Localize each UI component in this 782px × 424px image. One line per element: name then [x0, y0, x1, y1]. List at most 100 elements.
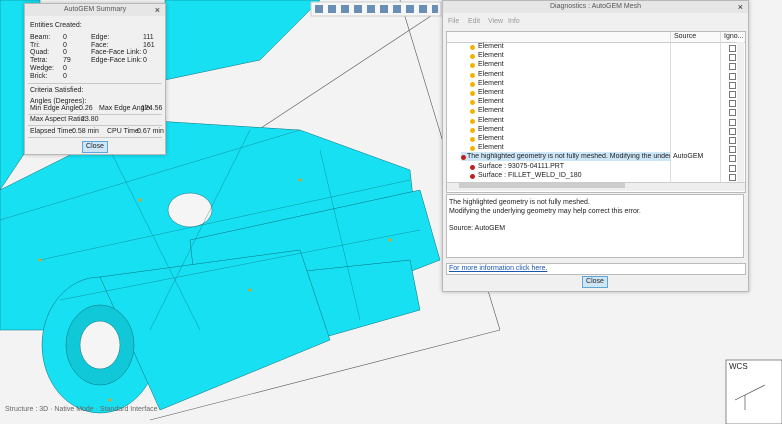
- entity-label: Edge:: [91, 34, 110, 41]
- menu-item[interactable]: File: [448, 18, 460, 25]
- element-row[interactable]: Element: [478, 43, 504, 50]
- entity-label: Quad:: [30, 49, 50, 57]
- ignore-checkbox[interactable]: [729, 146, 736, 154]
- summary-title: AutoGEM Summary: [25, 4, 165, 16]
- criteria-heading: Criteria Satisfied:: [30, 87, 84, 94]
- selected-row: [461, 152, 670, 162]
- min-edge-value: 0.26: [79, 105, 93, 112]
- more-info-link[interactable]: For more information click here.: [449, 265, 548, 272]
- entity-value: 161: [143, 41, 155, 49]
- diagnostics-dialog: Diagnostics : AutoGEM Mesh × Source Igno.…: [442, 0, 749, 292]
- element-icon: [470, 100, 475, 106]
- error-row[interactable]: The highlighted geometry is not fully me…: [467, 153, 670, 161]
- angles-heading: Angles (Degrees):: [30, 98, 87, 105]
- ignore-checkbox[interactable]: [729, 109, 736, 117]
- status-bar: Structure : 3D · Native Mode · Standard …: [5, 406, 158, 413]
- surface-row[interactable]: Surface : FILLET_WELD_ID_180: [478, 171, 582, 179]
- element-row[interactable]: Element: [478, 52, 504, 60]
- element-icon: [470, 54, 475, 60]
- element-icon: [470, 45, 475, 50]
- entity-label: Wedge:: [30, 64, 54, 72]
- diagnostics-table: Source Igno... Element Element Element Elemen…: [446, 31, 746, 193]
- element-row[interactable]: Element: [478, 144, 504, 152]
- elapsed-value: 0.58 min: [72, 128, 99, 135]
- menu-item[interactable]: Edit: [468, 18, 481, 25]
- element-icon: [470, 137, 475, 142]
- min-edge-label: Min Edge Angle:: [30, 105, 81, 112]
- ignore-checkbox[interactable]: [729, 45, 736, 52]
- ignore-checkbox[interactable]: [729, 164, 736, 172]
- cpu-value: 0.67 min: [137, 128, 164, 135]
- detail-line: The highlighted geometry is not fully me…: [449, 199, 590, 206]
- menu-item[interactable]: View: [488, 18, 504, 25]
- entity-value: 0: [143, 57, 147, 65]
- aspect-value: 23.80: [81, 116, 99, 123]
- entity-label: Tri:: [30, 41, 40, 49]
- element-icon: [470, 118, 475, 124]
- error-icon: [461, 155, 466, 161]
- entity-value: 0: [63, 49, 67, 57]
- entity-value: 0: [63, 41, 67, 49]
- error-source: AutoGEM: [673, 153, 704, 161]
- entity-value: 0: [143, 49, 147, 57]
- link-box: For more information click here.: [446, 263, 746, 275]
- details-pane: The highlighted geometry is not fully me…: [446, 194, 744, 258]
- summary-dialog: AutoGEM Summary × Entities Created: Crit…: [24, 3, 166, 155]
- entity-value: 0: [63, 72, 67, 80]
- cpu-label: CPU Time:: [107, 128, 141, 135]
- entity-label: Beam:: [30, 34, 51, 41]
- max-edge-label: Max Edge Angle:: [99, 105, 152, 112]
- entities-heading: Entities Created:: [30, 22, 82, 29]
- ignore-checkbox[interactable]: [729, 72, 736, 80]
- column-header: Igno...: [724, 33, 744, 40]
- ignore-checkbox[interactable]: [729, 127, 736, 135]
- summary-close-button[interactable]: Close: [82, 141, 108, 153]
- entity-value: 79: [63, 57, 71, 65]
- surface-icon: [470, 173, 475, 179]
- entity-value: 0: [63, 64, 67, 72]
- element-row[interactable]: Element: [478, 98, 504, 106]
- element-row[interactable]: Element: [478, 70, 504, 78]
- element-row[interactable]: Element: [478, 107, 504, 115]
- element-icon: [470, 146, 475, 152]
- close-x[interactable]: ×: [737, 2, 743, 12]
- column-header: Source: [674, 33, 697, 40]
- element-row[interactable]: Element: [478, 135, 504, 142]
- aspect-label: Max Aspect Ratio:: [30, 116, 87, 123]
- diagnostics-title: Diagnostics : AutoGEM Mesh: [443, 1, 748, 13]
- element-row[interactable]: Element: [478, 89, 504, 96]
- elapsed-label: Elapsed Time:: [30, 128, 75, 135]
- menu-item[interactable]: Info: [508, 18, 520, 25]
- surface-icon: [470, 164, 475, 170]
- element-row[interactable]: Element: [478, 61, 504, 69]
- ignore-checkbox[interactable]: [729, 81, 736, 89]
- detail-line: Source: AutoGEM: [449, 225, 506, 232]
- element-row[interactable]: Element: [478, 125, 504, 133]
- element-icon: [470, 127, 475, 133]
- element-icon: [470, 63, 475, 69]
- wcs-label: WCS: [729, 362, 748, 371]
- detail-line: Modifying the underlying geometry may he…: [449, 208, 641, 215]
- ignore-checkbox[interactable]: [729, 173, 736, 181]
- entity-label: Face-Face Link:: [91, 49, 142, 57]
- ignore-checkbox[interactable]: [729, 54, 736, 62]
- element-icon: [470, 72, 475, 78]
- entity-value: 111: [143, 34, 154, 41]
- max-edge-value: 174.56: [141, 105, 163, 112]
- surface-row[interactable]: Surface : 93075-04111.PRT: [478, 162, 564, 170]
- ignore-checkbox[interactable]: [729, 63, 736, 71]
- ignore-checkbox[interactable]: [729, 91, 736, 98]
- entity-label: Face:: [91, 41, 109, 49]
- ignore-checkbox[interactable]: [729, 155, 736, 163]
- entity-label: Brick:: [30, 72, 48, 80]
- diagnostics-close-button[interactable]: Close: [582, 276, 608, 288]
- ignore-checkbox[interactable]: [729, 118, 736, 126]
- element-row[interactable]: Element: [478, 116, 504, 124]
- ignore-checkbox[interactable]: [729, 137, 736, 144]
- element-icon: [470, 109, 475, 115]
- element-icon: [470, 81, 475, 87]
- ignore-checkbox[interactable]: [729, 100, 736, 108]
- element-row[interactable]: Element: [478, 79, 504, 87]
- close-x[interactable]: ×: [154, 5, 160, 15]
